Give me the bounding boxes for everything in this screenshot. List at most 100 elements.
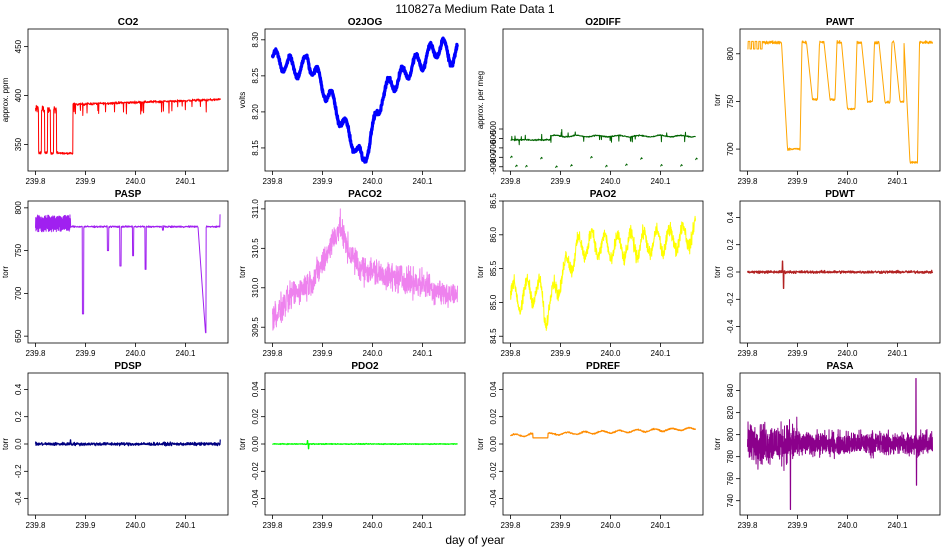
plot-frame bbox=[27, 200, 229, 344]
x-tick-label: 240.1 bbox=[412, 349, 433, 358]
x-tick-label: 240.0 bbox=[125, 521, 146, 530]
x-tick-label: 239.9 bbox=[550, 521, 571, 530]
x-tick-label: 239.8 bbox=[262, 349, 283, 358]
panel-pdsp: PDSP 239.8 239.9 240.0 240.1 -0.4 -0.2 0.0 0.2 0.… bbox=[1, 361, 229, 530]
y-tick-label: 740 bbox=[726, 493, 735, 507]
y-tick-label: 309.5 bbox=[251, 317, 260, 338]
x-tick-label: 239.9 bbox=[75, 349, 96, 358]
panel-title: PASA bbox=[826, 361, 853, 372]
panel-title: O2JOG bbox=[348, 17, 383, 28]
series-line bbox=[605, 164, 608, 168]
x-tick-label: 240.0 bbox=[362, 349, 383, 358]
plot-frame bbox=[264, 200, 466, 344]
panel-pdwt: PDWT 239.8 239.9 240.0 240.1 -0.4 -0.2 0.0 0.2 0.… bbox=[713, 189, 941, 358]
y-tick-label: 820 bbox=[726, 405, 735, 419]
series-line bbox=[272, 208, 458, 331]
series-line bbox=[660, 164, 663, 167]
panel-title: PDSP bbox=[114, 361, 142, 372]
y-axis-label: torr bbox=[713, 94, 722, 106]
x-tick-label: 239.9 bbox=[787, 177, 808, 186]
x-tick-label: 239.9 bbox=[75, 521, 96, 530]
panel-title: PAO2 bbox=[590, 189, 617, 200]
y-axis-label: approx. per meg bbox=[476, 71, 485, 129]
plot-frame bbox=[739, 372, 941, 516]
y-tick-label: -0.04 bbox=[489, 489, 498, 508]
y-tick-label: 0.2 bbox=[14, 411, 23, 423]
x-tick-label: 240.1 bbox=[412, 521, 433, 530]
x-tick-label: 240.1 bbox=[650, 177, 671, 186]
y-tick-label: 0.02 bbox=[251, 408, 260, 424]
y-tick-label: -0.2 bbox=[726, 292, 735, 306]
y-tick-label: 750 bbox=[14, 243, 23, 257]
panel-pao2: PAO2 239.8 239.9 240.0 240.1 84.5 85.0 85.5 86.0… bbox=[476, 189, 704, 358]
y-tick-label: -600 bbox=[489, 130, 498, 147]
series-line bbox=[640, 157, 643, 160]
y-tick-label: -700 bbox=[489, 139, 498, 156]
x-tick-label: 239.8 bbox=[25, 521, 46, 530]
y-tick-label: 0.2 bbox=[726, 239, 735, 251]
panel-title: PDO2 bbox=[351, 361, 379, 372]
y-tick-label: -0.02 bbox=[251, 462, 260, 481]
plot-frame bbox=[264, 28, 466, 172]
x-tick-label: 240.0 bbox=[600, 521, 621, 530]
y-axis-label: torr bbox=[713, 266, 722, 278]
y-tick-label: 400 bbox=[14, 88, 23, 102]
x-tick-label: 239.9 bbox=[787, 521, 808, 530]
x-tick-label: 239.9 bbox=[75, 177, 96, 186]
y-axis-label: torr bbox=[1, 266, 10, 278]
y-axis-label: torr bbox=[238, 438, 247, 450]
panel-o2diff: O2DIFF 239.8 239.9 240.0 240.1 -900-800-700-6… bbox=[476, 17, 704, 186]
series-line bbox=[510, 155, 513, 159]
series-line bbox=[272, 439, 458, 450]
y-tick-label: 0.0 bbox=[14, 438, 23, 450]
y-tick-label: -500 bbox=[489, 120, 498, 137]
x-tick-label: 239.8 bbox=[500, 349, 521, 358]
y-tick-label: 0.0 bbox=[726, 266, 735, 278]
panel-title: PDWT bbox=[825, 189, 854, 200]
x-tick-label: 239.9 bbox=[550, 177, 571, 186]
series-line bbox=[625, 163, 628, 167]
y-axis-label: volts bbox=[238, 92, 247, 108]
x-tick-label: 240.0 bbox=[837, 521, 858, 530]
series-line bbox=[747, 378, 933, 510]
figure-title: 110827a Medium Rate Data 1 bbox=[395, 2, 555, 16]
y-tick-label: 0.4 bbox=[14, 383, 23, 395]
x-tick-label: 240.0 bbox=[125, 177, 146, 186]
x-tick-label: 240.1 bbox=[650, 349, 671, 358]
series-line bbox=[509, 426, 697, 439]
y-tick-label: 0.04 bbox=[489, 381, 498, 397]
y-tick-label: 650 bbox=[14, 329, 23, 343]
y-axis-label: torr bbox=[713, 438, 722, 450]
panel-co2: CO2 239.8 239.9 240.0 240.1 350 400 450 approx. … bbox=[1, 17, 229, 186]
plot-frame bbox=[502, 372, 704, 516]
x-tick-label: 239.9 bbox=[312, 177, 333, 186]
y-tick-label: 700 bbox=[14, 286, 23, 300]
y-tick-label: 8.30 bbox=[251, 31, 260, 47]
series-line bbox=[515, 164, 518, 168]
plot-frame bbox=[502, 28, 704, 172]
y-tick-label: 840 bbox=[726, 383, 735, 397]
x-tick-label: 240.0 bbox=[362, 521, 383, 530]
y-tick-label: 450 bbox=[14, 39, 23, 53]
y-tick-label: 0.4 bbox=[726, 211, 735, 223]
x-tick-label: 240.1 bbox=[175, 177, 196, 186]
x-tick-label: 240.1 bbox=[887, 177, 908, 186]
y-tick-label: 700 bbox=[726, 142, 735, 156]
series-line bbox=[35, 214, 221, 334]
y-tick-label: -0.4 bbox=[14, 491, 23, 505]
panel-title: PACO2 bbox=[348, 189, 382, 200]
x-tick-label: 240.0 bbox=[125, 349, 146, 358]
panel-pasp: PASP 239.8 239.9 240.0 240.1 650 700 750 800 torr bbox=[1, 189, 229, 358]
x-tick-label: 239.8 bbox=[737, 349, 758, 358]
panel-title: O2DIFF bbox=[585, 17, 621, 28]
series-line bbox=[746, 260, 934, 289]
x-tick-label: 239.9 bbox=[312, 349, 333, 358]
x-tick-label: 240.1 bbox=[175, 521, 196, 530]
x-tick-label: 239.8 bbox=[25, 349, 46, 358]
y-axis-label: torr bbox=[1, 438, 10, 450]
series-line bbox=[525, 164, 528, 168]
plot-frame bbox=[502, 200, 704, 344]
x-tick-label: 239.9 bbox=[550, 349, 571, 358]
x-tick-label: 240.0 bbox=[837, 177, 858, 186]
series-line bbox=[540, 156, 543, 160]
